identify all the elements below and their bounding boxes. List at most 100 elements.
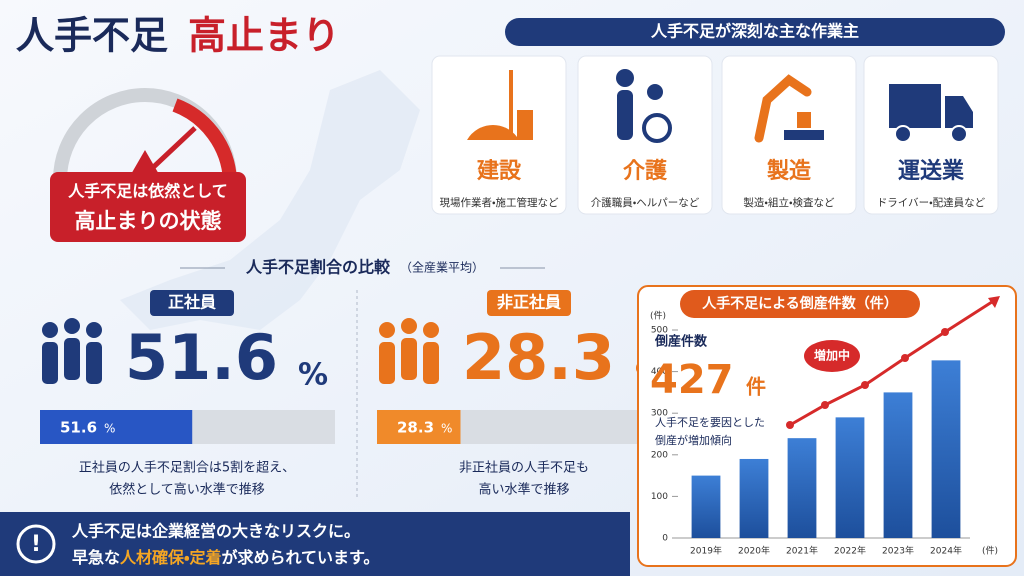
segment-label: 正社員 — [168, 293, 216, 312]
people-icon — [401, 338, 417, 380]
industry-name: 介護 — [623, 159, 668, 184]
icon-person-body — [617, 90, 633, 140]
callout-bubble — [804, 340, 860, 372]
caption: 高い水準で推移 — [478, 482, 569, 498]
bar — [739, 458, 769, 538]
segment-label: 非正社員 — [497, 293, 561, 312]
icon-truck-body — [889, 84, 941, 128]
share-bar — [377, 410, 461, 444]
industry-name: 製造 — [766, 158, 811, 184]
headline-label: 倒産件数 — [654, 334, 708, 350]
y-tick-label: 500 — [651, 326, 668, 336]
chart-title: 人手不足による倒産件数（件） — [701, 295, 898, 312]
caption: 非正社員の人手不足も — [459, 461, 589, 476]
bar — [835, 417, 865, 538]
x-tick-label: 2022年 — [834, 545, 866, 557]
gauge-line: 人手不足は依然として — [67, 182, 228, 201]
industry-desc: 製造・組立・検査など — [743, 196, 835, 209]
people-icon — [379, 322, 395, 338]
industry-desc: ドライバー・配達員など — [877, 197, 986, 209]
warning-icon — [130, 150, 160, 176]
chart-panel — [637, 285, 1017, 567]
trend-arrow — [988, 296, 1000, 308]
footer-line: 人手不足は企業経営の大きなリスクに。 — [71, 522, 360, 541]
y-tick-label: 400 — [651, 367, 668, 377]
industry-card — [863, 55, 999, 215]
y-tick-label: 300 — [651, 409, 668, 419]
share-bar — [40, 410, 193, 444]
icon-truck-cab — [945, 96, 973, 128]
bar-value: 51.6 — [60, 419, 97, 437]
x-tick-label: 2019年 — [690, 545, 722, 557]
y-axis-label: (件) — [650, 310, 666, 322]
industry-desc: 現場作業者・施工管理など — [439, 196, 559, 209]
people-icon — [64, 338, 80, 380]
bar — [787, 438, 817, 538]
people-icon — [423, 342, 439, 384]
icon-box — [797, 112, 811, 128]
bar — [691, 475, 721, 538]
footer-icon-mark: ! — [31, 532, 41, 557]
industries-title: 人手不足が深刻な主な作業主 — [650, 22, 859, 41]
people-icon — [86, 342, 102, 384]
icon-wheel — [894, 125, 912, 143]
chart-title-pill — [680, 290, 920, 318]
icon-building — [517, 110, 533, 140]
title-accent: 高止まり — [188, 14, 340, 58]
footer-bar — [0, 512, 630, 576]
y-tick-label: 100 — [651, 492, 668, 502]
gauge-label-box — [50, 172, 246, 242]
headline-note: 人手不足を要因とした — [655, 415, 765, 429]
people-icon — [86, 322, 102, 338]
people-icon — [379, 342, 395, 384]
y-tick-label: 200 — [651, 450, 668, 460]
headline-note: 倒産が増加傾向 — [655, 433, 732, 447]
trend-line — [789, 298, 996, 427]
bar — [931, 360, 961, 538]
footer-line: 早急な人材確保・定着が求められています。 — [72, 548, 379, 567]
footer-text: 早急な — [72, 548, 120, 567]
icon-wheel — [642, 113, 672, 143]
x-tick-label: 2021年 — [786, 545, 818, 557]
segment-pill — [150, 290, 234, 316]
icon-conveyor — [784, 130, 824, 140]
x-tick-label: 2020年 — [738, 545, 770, 557]
comparison-title: 人手不足割合の比較 — [245, 258, 391, 277]
people-icon — [42, 322, 58, 338]
icon-robot-arm — [754, 74, 812, 143]
people-icon — [401, 318, 417, 334]
icon-wheel — [950, 125, 968, 143]
map-silhouette — [120, 70, 420, 330]
gauge-red — [172, 98, 237, 181]
caption: 依然として高い水準で推移 — [109, 482, 265, 498]
x-tick-label: 2024年 — [930, 545, 962, 557]
y-tick-label: 0 — [662, 534, 668, 544]
industry-name: 運送業 — [898, 158, 965, 184]
x-axis-label: (件) — [982, 545, 998, 557]
industry-name: 建設 — [476, 159, 522, 184]
big-value: 28.3 — [462, 321, 615, 394]
footer-icon — [16, 524, 56, 564]
icon-helmet — [467, 124, 519, 140]
headline-value: 427 — [650, 357, 734, 403]
people-icon — [42, 342, 58, 384]
segment-pill — [487, 290, 571, 316]
bar — [883, 392, 913, 538]
icon-person — [616, 69, 634, 87]
people-icon — [423, 322, 439, 338]
x-tick-label: 2023年 — [882, 545, 914, 557]
industry-desc: 介護職員・ヘルパーなど — [591, 196, 700, 209]
bar-unit: % — [104, 422, 115, 436]
callout: 増加中 — [814, 348, 850, 363]
big-value: 51.6 — [125, 321, 278, 394]
industries-header — [505, 18, 1005, 46]
icon-crane — [509, 70, 513, 140]
comparison-note: （全産業平均） — [400, 261, 484, 275]
gauge-line: 高止まりの状態 — [75, 209, 222, 233]
footer-highlight: 人材確保・定着 — [119, 548, 221, 567]
caption: 正社員の人手不足割合は5割を超え、 — [79, 461, 295, 476]
icon-patient — [647, 84, 663, 100]
trend-dots — [786, 328, 949, 429]
